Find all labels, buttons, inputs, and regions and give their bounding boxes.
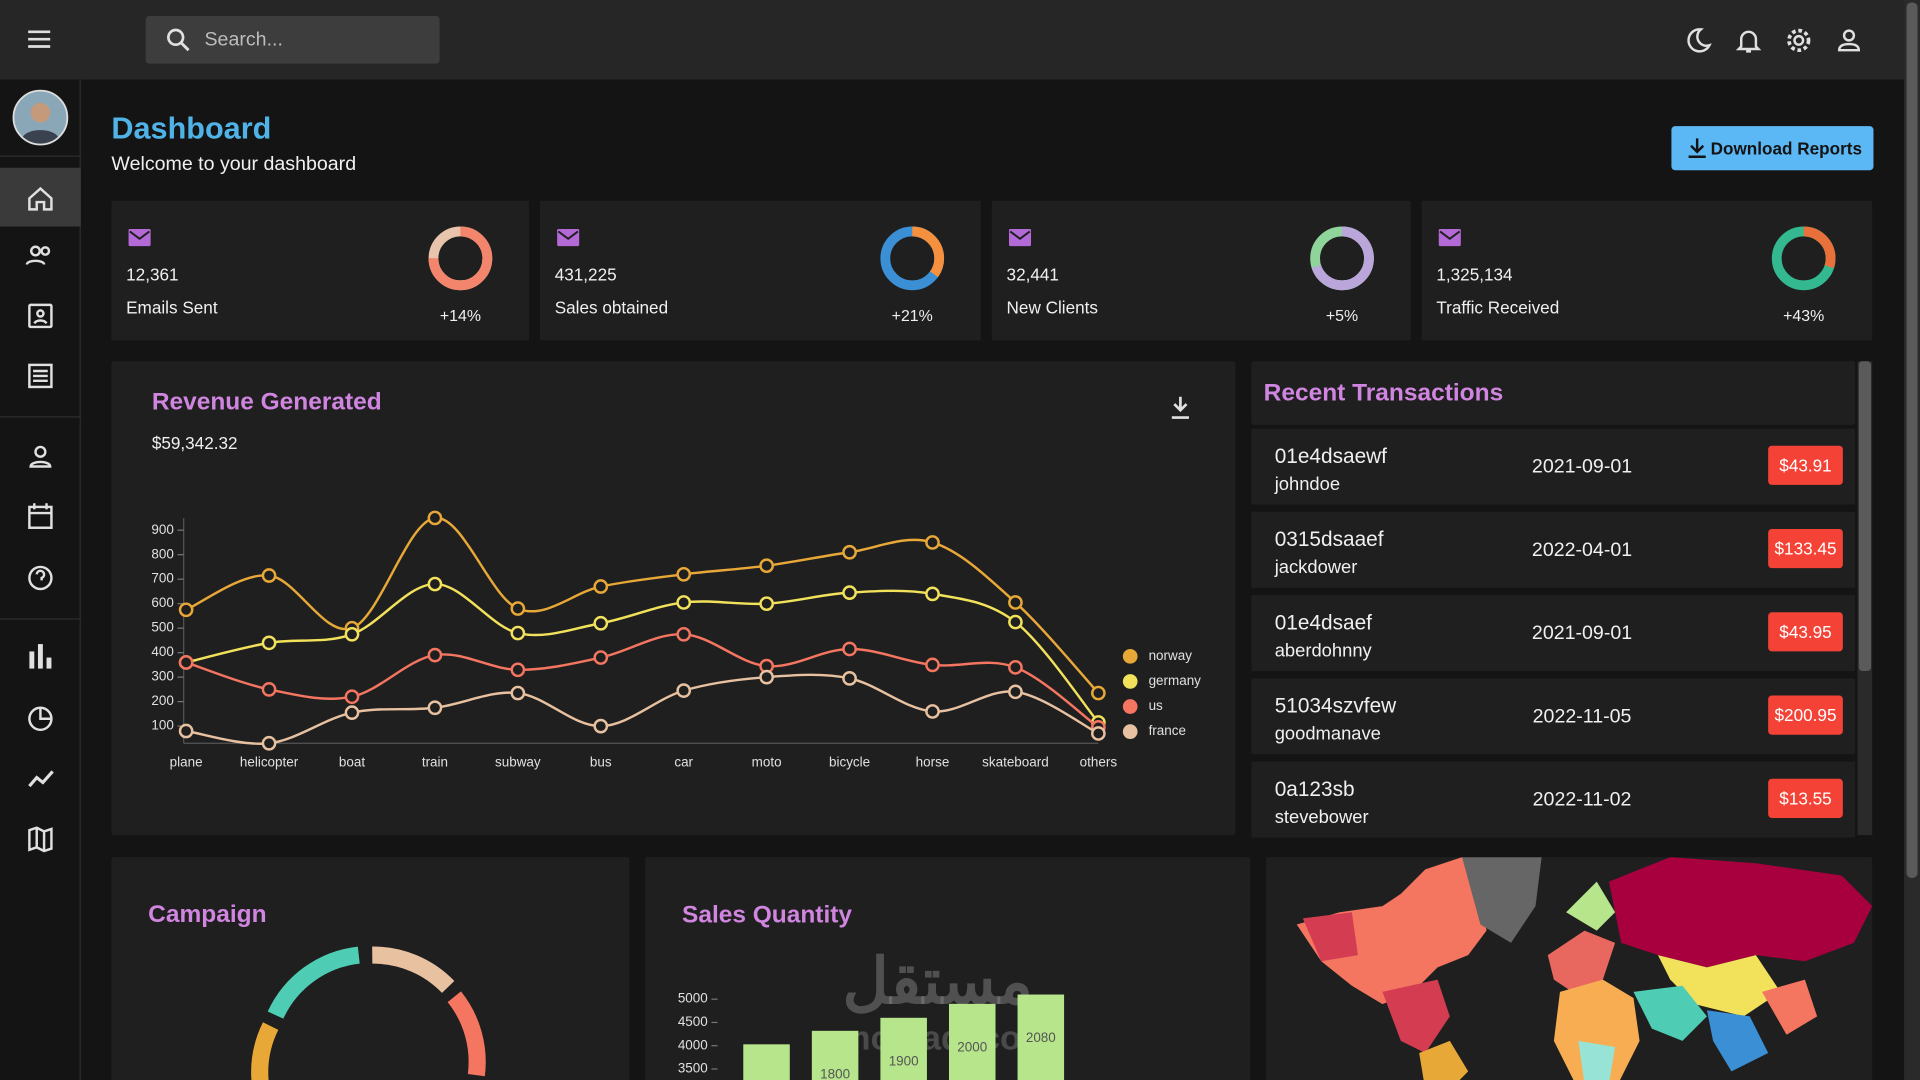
notifications-button[interactable]: [1734, 26, 1763, 55]
stat-value: 32,441: [1006, 264, 1059, 285]
transaction-date: 2021-09-01: [1531, 456, 1633, 478]
progress-arc: [1771, 226, 1836, 291]
download-icon: [1688, 138, 1706, 158]
transaction-id: 01e4dsaef: [1274, 611, 1372, 635]
contacts-icon[interactable]: [28, 303, 53, 329]
pie-chart-icon[interactable]: [28, 706, 53, 732]
transaction-date: 2021-09-01: [1531, 623, 1633, 645]
stat-label: New Clients: [1006, 297, 1099, 318]
line-chart-icon[interactable]: [28, 770, 54, 788]
stat-label: Sales obtained: [554, 297, 669, 318]
stat-label: Emails Sent: [126, 297, 218, 318]
stat-icon: [1008, 228, 1032, 247]
transactions-header: Recent Transactions: [1251, 361, 1856, 425]
sidebar-divider: [0, 155, 81, 157]
transaction-user: johndoe: [1274, 473, 1341, 495]
world-map: [1296, 857, 1873, 1080]
theme-toggle[interactable]: [1684, 26, 1713, 55]
settings-button[interactable]: [1784, 26, 1813, 55]
page-subtitle: Welcome to your dashboard: [111, 154, 357, 176]
transaction-date: 2022-11-02: [1532, 789, 1632, 811]
stat-value: 1,325,134: [1436, 264, 1513, 285]
profile-icon[interactable]: [29, 445, 52, 468]
revenue-panel: [111, 361, 1236, 836]
transaction-row: 01e4dsaef aberdohnny 2021-09-01 $43.95: [1251, 595, 1856, 672]
transaction-id: 0315dsaaef: [1274, 527, 1384, 552]
transactions-scrollbar-thumb[interactable]: [1858, 361, 1872, 672]
search-icon: [167, 28, 190, 52]
profile-button[interactable]: [1834, 26, 1863, 55]
transaction-cost: $43.91: [1768, 445, 1843, 485]
progress-ring: [880, 226, 945, 291]
stat-icon: [1438, 228, 1461, 247]
sidebar-icons: [25, 186, 54, 853]
transaction-user: goodmanave: [1274, 723, 1381, 745]
stat-change: +5%: [1325, 306, 1359, 325]
watermark-latin: mostaql.com: [840, 1018, 1052, 1057]
stat-value: 12,361: [126, 264, 179, 285]
map-panel: [1266, 857, 1873, 1080]
stat-card: 1,325,134 Traffic Received +43%: [1421, 200, 1873, 341]
campaign-panel: Campaign: [111, 857, 630, 1080]
stat-icon: [128, 228, 151, 247]
progress-ring: [1310, 226, 1374, 291]
download-reports-button[interactable]: Download Reports: [1671, 126, 1874, 171]
team-icon[interactable]: [25, 245, 51, 265]
sidebar-divider: [0, 416, 81, 418]
stat-change: +43%: [1783, 306, 1825, 325]
invoices-icon[interactable]: [28, 363, 53, 389]
page-title: Dashboard: [111, 111, 272, 146]
page-scrollbar[interactable]: [1904, 0, 1920, 1080]
stat-value: 431,225: [554, 264, 617, 285]
download-reports-label: Download Reports: [1710, 138, 1863, 158]
transaction-row: 51034szvfew goodmanave 2022-11-05 $200.95: [1251, 678, 1856, 755]
home-icon[interactable]: [28, 186, 53, 211]
avatar[interactable]: [12, 89, 69, 146]
transaction-id: 01e4dsaewf: [1274, 444, 1387, 468]
search-placeholder: Search...: [204, 29, 283, 51]
progress-ring: [428, 226, 493, 291]
stat-change: +14%: [439, 306, 481, 325]
transaction-row: 01e4dsaewf johndoe 2021-09-01 $43.91: [1251, 428, 1856, 505]
transaction-cost: $13.55: [1768, 778, 1843, 818]
stat-card: 12,361 Emails Sent +14%: [111, 200, 529, 341]
calendar-icon[interactable]: [28, 503, 53, 529]
faq-icon[interactable]: [28, 565, 53, 591]
transaction-user: aberdohnny: [1274, 640, 1372, 662]
progress-arc: [428, 226, 493, 291]
transaction-id: 0a123sb: [1274, 777, 1355, 801]
watermark-arabic: مستقل: [842, 946, 1034, 1018]
sidebar-divider: [0, 618, 81, 620]
transaction-cost: $133.45: [1768, 528, 1843, 569]
progress-ring: [1771, 226, 1836, 291]
transaction-row: 0315dsaaef jackdower 2022-04-01 $133.45: [1251, 511, 1856, 588]
campaign-donut: [251, 946, 486, 1080]
transaction-user: jackdower: [1274, 557, 1358, 578]
transaction-user: stevebower: [1274, 806, 1369, 828]
page-scrollbar-thumb[interactable]: [1906, 2, 1918, 878]
map-icon[interactable]: [28, 826, 53, 853]
transaction-date: 2022-04-01: [1531, 540, 1633, 561]
transaction-date: 2022-11-05: [1532, 706, 1632, 728]
transaction-id: 51034szvfew: [1274, 694, 1397, 718]
menu-button[interactable]: [24, 24, 56, 56]
sidebar-active-item[interactable]: [0, 167, 81, 227]
campaign-title: Campaign: [148, 901, 267, 929]
search-box[interactable]: Search...: [145, 15, 440, 64]
sales-panel: [645, 857, 1251, 1080]
transaction-cost: $200.95: [1768, 695, 1843, 735]
transaction-cost: $43.95: [1768, 612, 1843, 652]
stat-card: 32,441 New Clients +5%: [991, 200, 1411, 341]
progress-arc: [1310, 226, 1374, 291]
bar-chart-icon[interactable]: [29, 644, 52, 669]
transaction-row: 0a123sb stevebower 2022-11-02 $13.55: [1251, 761, 1856, 838]
revenue-download-button[interactable]: [1167, 394, 1194, 421]
transactions-scrollbar[interactable]: [1857, 361, 1873, 836]
stat-icon: [557, 228, 580, 247]
stat-card: 431,225 Sales obtained +21%: [540, 200, 981, 341]
stat-change: +21%: [891, 306, 933, 325]
stat-label: Traffic Received: [1436, 297, 1560, 318]
transactions-title: Recent Transactions: [1263, 379, 1504, 407]
